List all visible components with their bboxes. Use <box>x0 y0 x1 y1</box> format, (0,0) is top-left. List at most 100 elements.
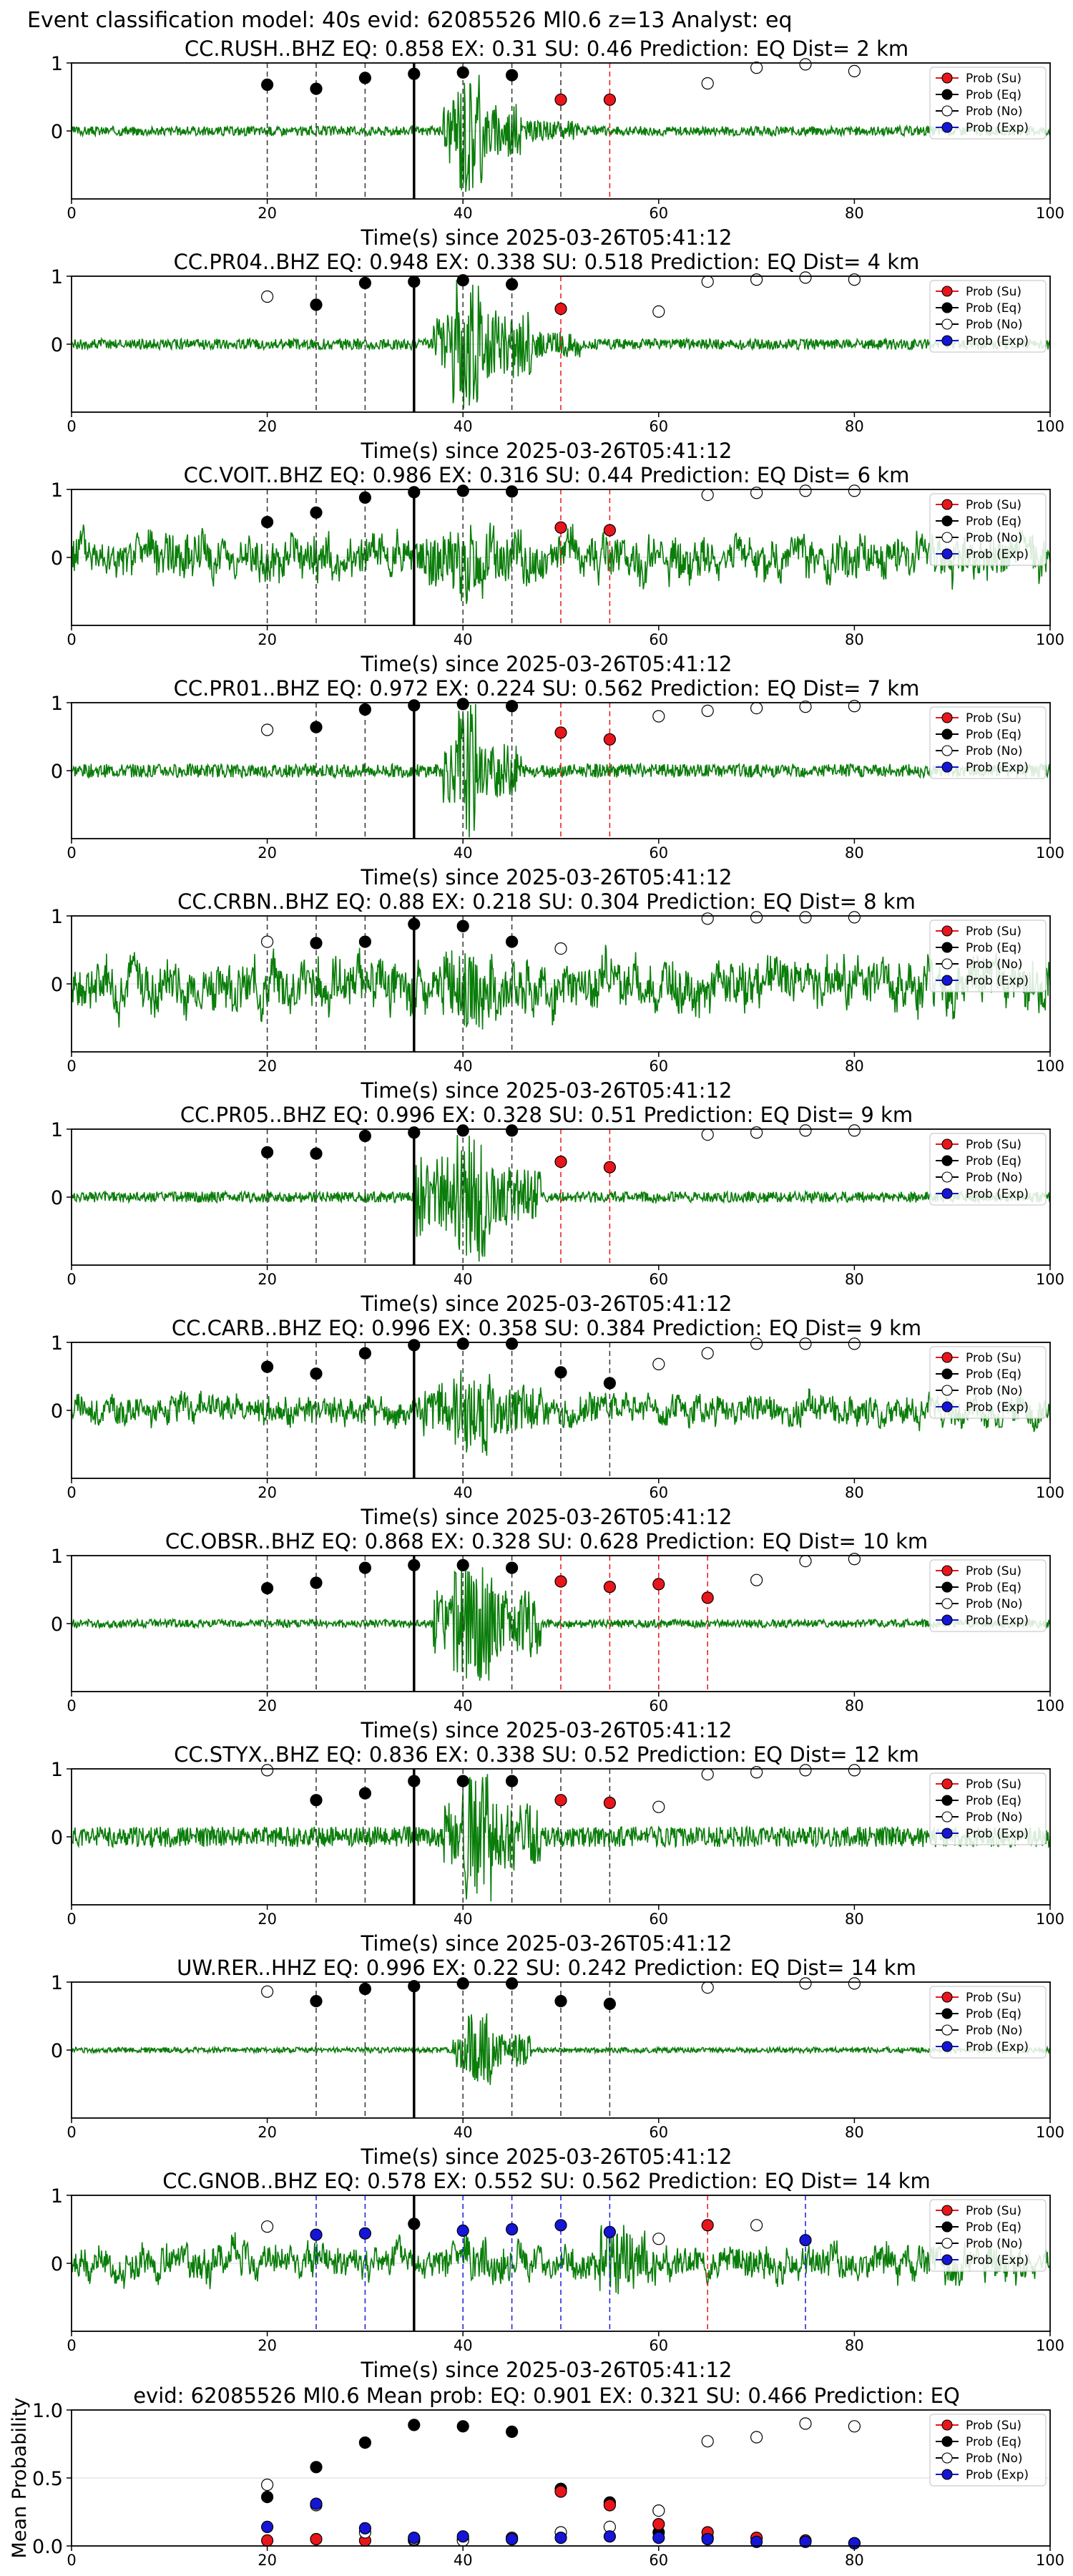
x-tick-label: 100 <box>1036 2337 1064 2354</box>
legend-marker-no <box>941 2238 953 2249</box>
point-no <box>261 935 274 948</box>
waveform-trace <box>71 1566 1051 1681</box>
x-tick-label: 0 <box>67 1271 76 1288</box>
legend-marker-exp <box>941 1188 953 1199</box>
x-axis-label: Time(s) since 2025-03-26T05:41:12 <box>361 2145 733 2169</box>
legend-marker-su <box>941 2419 953 2431</box>
point-exp <box>799 2535 812 2548</box>
legend-label-eq: Prob (Eq) <box>966 1154 1021 1169</box>
point-no <box>652 1357 665 1371</box>
point-no <box>261 723 274 736</box>
y-tick-label: 0.0 <box>32 2536 63 2558</box>
x-tick-label: 60 <box>649 2337 668 2354</box>
legend-box <box>929 1772 1047 1845</box>
panel-title: CC.GNOB..BHZ EQ: 0.578 EX: 0.552 SU: 0.5… <box>162 2169 930 2193</box>
panel-title: CC.VOIT..BHZ EQ: 0.986 EX: 0.316 SU: 0.4… <box>184 463 910 487</box>
x-tick-label: 20 <box>258 205 277 222</box>
y-tick-label: 0 <box>51 761 63 783</box>
point-no <box>848 2420 861 2433</box>
point-no <box>848 1337 861 1350</box>
legend-label-eq: Prob (Eq) <box>966 2435 1021 2449</box>
point-no <box>799 271 812 284</box>
point-su <box>554 1155 567 1169</box>
legend-label-su: Prob (Su) <box>966 285 1021 299</box>
point-eq <box>358 276 371 290</box>
point-no <box>750 701 763 715</box>
x-tick-label: 20 <box>258 1058 277 1075</box>
y-tick-label: 0 <box>51 1187 63 1209</box>
legend-marker-su <box>941 712 953 723</box>
legend-marker-su <box>941 925 953 937</box>
x-tick-label: 80 <box>845 2124 864 2141</box>
point-su <box>261 2534 274 2547</box>
panel-6: CC.PR05..BHZ EQ: 0.996 EX: 0.328 SU: 0.5… <box>51 1103 1064 1316</box>
point-eq <box>358 1561 371 1574</box>
point-eq <box>310 506 323 519</box>
point-su <box>310 2532 323 2546</box>
x-tick-label: 0 <box>67 1697 76 1714</box>
waveform-trace <box>71 945 1051 1030</box>
legend-marker-exp <box>941 1828 953 1839</box>
point-no <box>652 710 665 723</box>
legend-label-no: Prob (No) <box>966 1171 1023 1185</box>
legend-box <box>929 2414 1047 2487</box>
y-tick-label: 1 <box>51 2185 63 2207</box>
legend-marker-no <box>941 958 953 970</box>
x-tick-label: 40 <box>454 2124 473 2141</box>
x-tick-label: 40 <box>454 1484 473 1501</box>
point-su <box>554 2485 567 2498</box>
waveform-trace <box>71 522 1051 605</box>
point-eq <box>554 1366 567 1379</box>
legend-label-exp: Prob (Exp) <box>966 1614 1029 1628</box>
point-eq <box>408 67 421 80</box>
legend-label-su: Prob (Su) <box>966 924 1021 939</box>
point-no <box>652 305 665 318</box>
legend-label-exp: Prob (Exp) <box>966 1400 1029 1415</box>
point-no <box>652 1800 665 1813</box>
panel-7: CC.CARB..BHZ EQ: 0.996 EX: 0.358 SU: 0.3… <box>51 1316 1064 1529</box>
x-tick-label: 40 <box>454 205 473 222</box>
point-no <box>701 704 714 718</box>
point-exp <box>505 2532 519 2546</box>
point-eq <box>310 1147 323 1160</box>
point-no <box>799 1124 812 1137</box>
x-axis-label: Time(s) since 2025-03-26T05:41:12 <box>361 1931 733 1956</box>
legend-marker-su <box>941 1352 953 1363</box>
legend-box <box>929 280 1047 353</box>
legend-marker-su <box>941 286 953 297</box>
panel-title: CC.PR04..BHZ EQ: 0.948 EX: 0.338 SU: 0.5… <box>174 250 920 274</box>
point-eq <box>358 1787 371 1800</box>
point-eq <box>456 1337 469 1350</box>
legend-marker-su <box>941 1138 953 1150</box>
x-tick-label: 40 <box>454 418 473 435</box>
point-eq <box>261 1146 274 1158</box>
x-axis-label: Time(s) since 2025-03-26T05:41:12 <box>361 439 733 463</box>
point-su <box>603 524 617 537</box>
point-eq <box>505 69 519 82</box>
x-tick-label: 100 <box>1036 205 1064 222</box>
point-eq <box>358 1982 371 1996</box>
point-exp <box>310 2497 323 2510</box>
point-no <box>799 701 812 713</box>
point-exp <box>554 2219 567 2232</box>
legend-label-no: Prob (No) <box>966 1384 1023 1398</box>
point-exp <box>603 2225 617 2238</box>
point-eq <box>261 515 274 529</box>
x-tick-label: 100 <box>1036 631 1064 648</box>
point-su <box>701 2219 714 2232</box>
point-no <box>750 62 763 74</box>
point-eq <box>358 1129 371 1143</box>
legend-marker-no <box>941 1171 953 1183</box>
figure-suptitle: Event classification model: 40s evid: 62… <box>27 8 793 33</box>
point-eq <box>505 278 519 291</box>
point-no <box>750 2219 763 2232</box>
legend-label-eq: Prob (Eq) <box>966 728 1021 742</box>
y-tick-label: 1 <box>51 1972 63 1994</box>
point-su <box>554 303 567 316</box>
legend: Prob (Su) Prob (Eq) Prob (No) Prob (Exp) <box>929 1559 1047 1632</box>
x-tick-label: 0 <box>67 205 76 222</box>
legend-marker-su <box>941 499 953 510</box>
y-tick-label: 0 <box>51 1614 63 1636</box>
